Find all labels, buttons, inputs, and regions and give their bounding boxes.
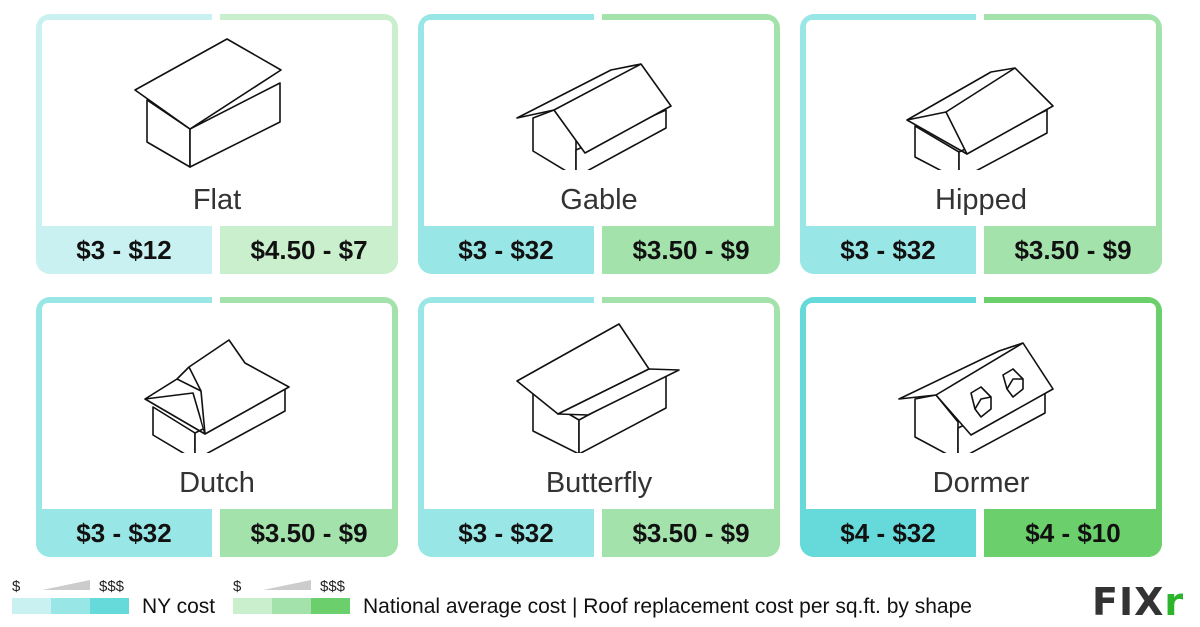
card-dormer: Dormer $4 - $32 $4 - $10 [800,297,1162,557]
dutch-roof-icon [144,339,290,453]
card-gable: Gable $3 - $32 $3.50 - $9 [418,14,780,274]
roof-name: Flat [192,184,242,216]
ny-price: $3 - $32 [418,226,594,274]
national-price: $3.50 - $9 [602,226,780,274]
legend-high-label: $$$ [99,578,125,595]
dormer-roof-icon [898,342,1054,453]
legend-low-label: $ [12,578,21,595]
national-price: $3.50 - $9 [602,509,780,557]
roof-name: Dutch [179,467,255,499]
card-hipped: Hipped $3 - $32 $3.50 - $9 [800,14,1162,274]
legend-national-label: National average cost | Roof replacement… [363,595,972,618]
gable-roof-icon [516,63,672,170]
butterfly-roof-icon [516,323,680,453]
national-swatch-high [311,598,350,614]
national-swatch-low [233,598,272,614]
ny-price: $3 - $32 [36,509,212,557]
flat-roof-icon [134,38,282,168]
ny-price: $4 - $32 [800,509,976,557]
ny-swatch-low [12,598,51,614]
hipped-roof-icon [906,67,1054,170]
national-price: $3.50 - $9 [220,509,398,557]
fixr-logo: FIXr [1092,580,1185,624]
ny-price: $3 - $12 [36,226,212,274]
roof-name: Butterfly [545,467,653,499]
increase-wedge-icon [42,580,90,590]
national-price: $4.50 - $7 [220,226,398,274]
roof-name: Gable [560,184,638,216]
legend-low-label: $ [233,578,242,595]
increase-wedge-icon [263,580,311,590]
legend-ny-label: NY cost [142,595,216,618]
ny-price: $3 - $32 [418,509,594,557]
card-flat: Flat $3 - $12 $4.50 - $7 [36,14,398,274]
card-dutch: Dutch $3 - $32 $3.50 - $9 [36,297,398,557]
national-swatch-mid [272,598,311,614]
ny-price: $3 - $32 [800,226,976,274]
roof-name: Dormer [932,467,1030,499]
card-butterfly: Butterfly $3 - $32 $3.50 - $9 [418,297,780,557]
national-price: $4 - $10 [984,509,1162,557]
legend-high-label: $$$ [320,578,346,595]
ny-swatch-mid [51,598,90,614]
national-price: $3.50 - $9 [984,226,1162,274]
roof-name: Hipped [935,184,1027,216]
ny-swatch-high [90,598,129,614]
